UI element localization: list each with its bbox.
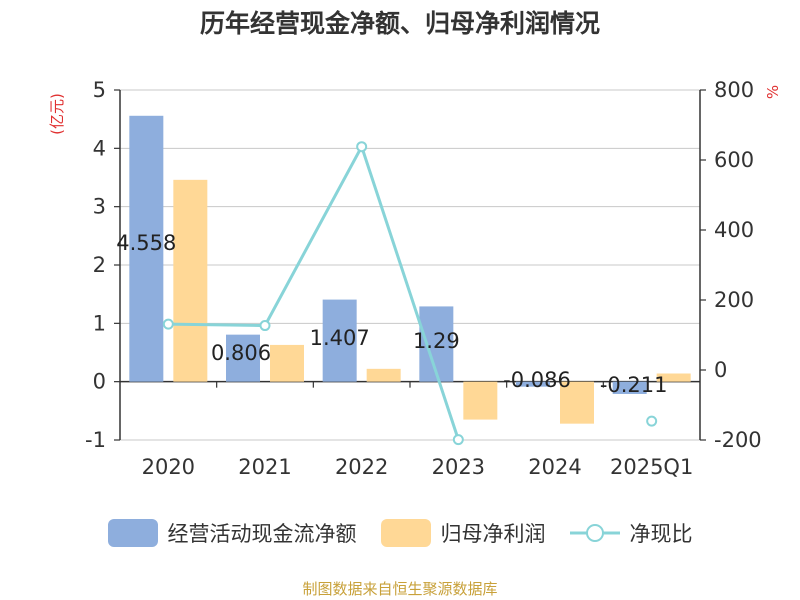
right-tick-label: 0 (714, 358, 727, 382)
right-tick-label: 400 (714, 218, 754, 242)
left-tick-label: 3 (93, 195, 106, 219)
ratio-point-2023 (452, 434, 464, 446)
x-tick-label: 2025Q1 (610, 455, 693, 479)
legend-swatch-net-profit (380, 519, 431, 547)
right-tick-label: 600 (714, 148, 754, 172)
left-tick-label: 1 (93, 311, 106, 335)
cashflow-data-label: 1.407 (310, 326, 370, 350)
source-note: 制图数据来自恒生聚源数据库 (302, 580, 498, 598)
net-profit-bar-2021 (270, 344, 304, 382)
legend-label-ratio: 净现比 (629, 522, 693, 546)
net-profit-bar-2020 (173, 179, 208, 382)
legend-label-net-profit: 归母净利润 (440, 522, 546, 546)
legend-item-cashflow[interactable]: 经营活动现金流净额 (107, 518, 357, 548)
legend-swatch-cashflow (107, 519, 158, 547)
ratio-point-2020 (162, 318, 174, 330)
ratio-point-2025q1 (646, 415, 658, 427)
x-tick-label: 2023 (432, 455, 485, 479)
left-tick-label: 0 (93, 370, 106, 394)
cashflow-data-label: -0.086 (503, 368, 571, 392)
cashflow-bar-2022 (322, 299, 357, 382)
x-tick-label: 2022 (335, 455, 388, 479)
right-tick-label: 800 (714, 78, 754, 102)
cashflow-bar-2023 (419, 306, 454, 382)
ratio-point-2021 (259, 320, 271, 332)
cashflow-data-label: 1.29 (413, 329, 460, 353)
chart-legend: 经营活动现金流净额 归母净利润 净现比 (0, 518, 800, 548)
cashflow-data-label: 0.806 (211, 341, 271, 365)
left-tick-label: 4 (93, 136, 106, 160)
cashflow-bar-2024 (516, 381, 550, 387)
x-tick-label: 2024 (528, 455, 581, 479)
cashflow-bar-2021 (226, 334, 260, 382)
left-tick-label: -1 (85, 428, 106, 452)
cashflow-data-label: -0.211 (600, 373, 668, 397)
left-tick-label: 2 (93, 253, 106, 277)
net-profit-bar-2025q1 (656, 373, 691, 382)
legend-item-ratio[interactable]: 净现比 (569, 518, 693, 548)
chart-title: 历年经营现金净额、归母净利润情况 (199, 9, 600, 38)
cashflow-bar-2020 (129, 115, 164, 382)
x-tick-label: 2021 (238, 455, 291, 479)
left-axis-label: (亿元) (48, 93, 66, 135)
legend-label-cashflow: 经营活动现金流净额 (167, 522, 357, 546)
cashflow-bar-2025q1 (612, 381, 647, 394)
net-profit-bar-2022 (366, 368, 401, 382)
ratio-point-2022 (356, 141, 368, 153)
net-profit-bar-2023 (463, 381, 498, 420)
right-axis-label: % (764, 85, 782, 99)
right-tick-label: 200 (714, 288, 754, 312)
legend-swatch-ratio (569, 524, 620, 542)
right-tick-label: -200 (714, 428, 762, 452)
net-profit-bar-2024 (560, 381, 594, 424)
legend-item-net-profit[interactable]: 归母净利润 (380, 518, 546, 548)
cashflow-data-label: 4.558 (116, 231, 176, 255)
left-tick-label: 5 (93, 78, 106, 102)
x-tick-label: 2020 (142, 455, 195, 479)
